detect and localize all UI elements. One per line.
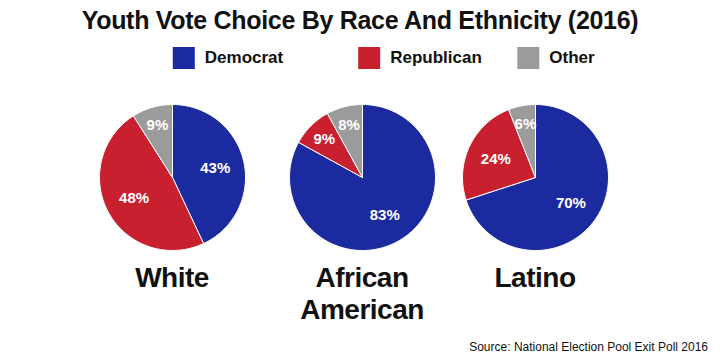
html-text:Latino: Latino: [494, 262, 576, 293]
svg-text:48%: 48%: [119, 189, 149, 206]
svg-text:24%: 24%: [481, 150, 511, 167]
html-text:Youth Vote Choice By Race And: Youth Vote Choice By Race And Ethnicity …: [81, 6, 639, 34]
svg-text:9%: 9%: [147, 116, 169, 133]
svg-text:9%: 9%: [313, 130, 335, 147]
html-text:Republican: Republican: [390, 48, 482, 67]
html-text:African American: African American: [300, 262, 424, 325]
html-text:Democrat: Democrat: [204, 48, 284, 67]
svg-text:43%: 43%: [200, 159, 230, 176]
svg-text:70%: 70%: [556, 194, 586, 211]
svg-text:8%: 8%: [338, 116, 360, 133]
html-text:White: White: [135, 262, 209, 293]
html-text:Other: Other: [549, 48, 595, 67]
svg-text:83%: 83%: [370, 206, 400, 223]
html-text:Source: National Election Pool: Source: National Election Pool Exit Poll…: [469, 340, 708, 354]
svg-text:6%: 6%: [515, 115, 537, 132]
